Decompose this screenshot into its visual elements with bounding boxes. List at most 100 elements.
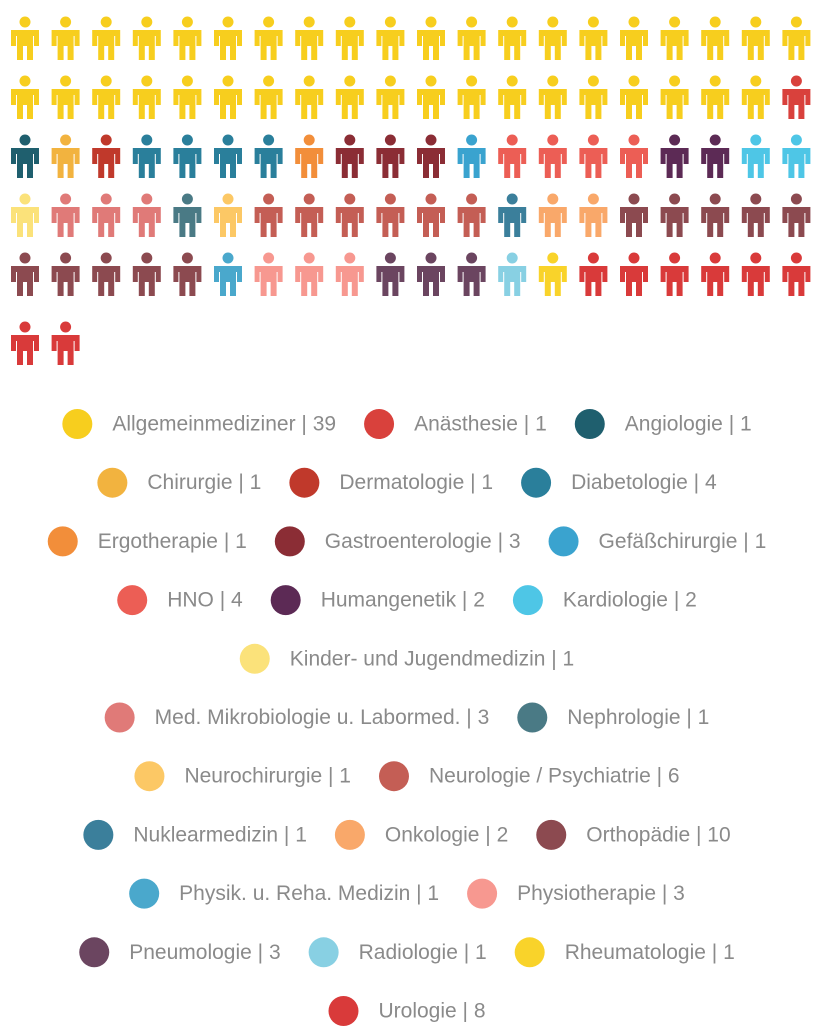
person-icon xyxy=(538,134,567,178)
icon-body xyxy=(376,207,405,237)
icon-head xyxy=(60,252,72,264)
legend-swatch xyxy=(512,585,543,616)
icon-body xyxy=(457,89,486,119)
icon-head xyxy=(587,252,599,264)
legend-swatch xyxy=(83,819,114,850)
icon-head xyxy=(466,193,478,205)
icon-head xyxy=(709,134,721,146)
icon-head xyxy=(19,321,31,333)
icon-body xyxy=(498,207,527,237)
icon-head xyxy=(384,75,396,87)
icon-head xyxy=(222,193,234,205)
person-icon xyxy=(92,252,121,296)
person-icon xyxy=(11,134,39,178)
icon-body xyxy=(782,89,811,119)
icon-head xyxy=(506,252,518,264)
person-icon xyxy=(214,134,242,178)
icon-head xyxy=(709,16,721,28)
icon-head xyxy=(384,16,396,28)
person-icon xyxy=(173,193,202,237)
person-icon xyxy=(417,193,445,237)
legend-item: Dermatologie | 1 xyxy=(289,467,493,498)
person-icon xyxy=(11,321,39,365)
icon-body xyxy=(660,89,689,119)
icon-head xyxy=(60,321,72,333)
icon-body xyxy=(132,266,161,296)
legend-swatch xyxy=(97,467,128,498)
icon-head xyxy=(19,134,31,146)
icon-head xyxy=(60,134,72,146)
icon-body xyxy=(51,148,80,178)
icon-head xyxy=(547,16,559,28)
person-icon xyxy=(457,252,486,296)
icon-head xyxy=(709,193,721,205)
icon-body xyxy=(620,148,648,178)
person-icon xyxy=(660,252,689,296)
person-icon xyxy=(376,16,405,60)
legend-label: Ergotherapie | 1 xyxy=(98,530,247,553)
icon-body xyxy=(457,207,486,237)
icon-body xyxy=(376,30,405,60)
legend-swatch xyxy=(334,819,365,850)
person-icon xyxy=(660,193,689,237)
person-icon xyxy=(51,16,80,60)
legend-swatch xyxy=(548,526,579,557)
person-icon xyxy=(620,16,648,60)
legend-label: Diabetologie | 4 xyxy=(571,471,717,494)
person-icon xyxy=(132,252,161,296)
icon-head xyxy=(141,16,153,28)
legend-label: Pneumologie | 3 xyxy=(129,941,280,964)
legend-swatch xyxy=(104,702,135,733)
legend-swatch xyxy=(134,761,165,792)
icon-head xyxy=(141,134,153,146)
person-icon xyxy=(498,252,527,296)
icon-body xyxy=(741,148,770,178)
icon-body xyxy=(660,30,689,60)
icon-body xyxy=(335,266,364,296)
person-icon xyxy=(782,16,811,60)
icon-body xyxy=(701,148,730,178)
legend-label: HNO | 4 xyxy=(167,589,243,612)
icon-head xyxy=(547,193,559,205)
person-icon xyxy=(701,134,730,178)
icon-body xyxy=(92,89,121,119)
icon-head xyxy=(709,75,721,87)
person-icon xyxy=(701,16,730,60)
person-icon xyxy=(295,252,324,296)
icon-body xyxy=(701,89,730,119)
legend-swatch xyxy=(274,526,305,557)
legend-label: Med. Mikrobiologie u. Labormed. | 3 xyxy=(155,706,490,729)
legend-item: Gastroenterologie | 3 xyxy=(274,526,521,557)
legend-label: Radiologie | 1 xyxy=(359,941,487,964)
icon-body xyxy=(51,89,80,119)
person-icon xyxy=(173,252,202,296)
person-icon xyxy=(579,16,608,60)
person-icon xyxy=(376,134,405,178)
person-icon xyxy=(538,16,567,60)
icon-head xyxy=(750,193,762,205)
icon-head xyxy=(466,16,478,28)
person-icon xyxy=(376,75,405,119)
icon-head xyxy=(466,134,478,146)
legend-label: Gefäßchirurgie | 1 xyxy=(599,530,767,553)
icon-head xyxy=(587,75,599,87)
person-icon xyxy=(579,134,608,178)
icon-head xyxy=(506,75,518,87)
person-icon xyxy=(132,75,161,119)
icon-head xyxy=(303,252,315,264)
person-icon xyxy=(92,16,121,60)
person-icon xyxy=(660,16,689,60)
legend-item: Humangenetik | 2 xyxy=(270,585,485,616)
person-icon xyxy=(335,16,364,60)
icon-body xyxy=(335,207,364,237)
icon-head xyxy=(100,16,112,28)
legend-label: Humangenetik | 2 xyxy=(321,589,485,612)
icon-head xyxy=(100,75,112,87)
icon-body xyxy=(782,148,811,178)
icon-body xyxy=(173,30,202,60)
person-icon xyxy=(51,134,80,178)
icon-body xyxy=(132,30,161,60)
legend-item: Radiologie | 1 xyxy=(308,937,487,968)
icon-body xyxy=(11,335,39,365)
icon-head xyxy=(384,252,396,264)
